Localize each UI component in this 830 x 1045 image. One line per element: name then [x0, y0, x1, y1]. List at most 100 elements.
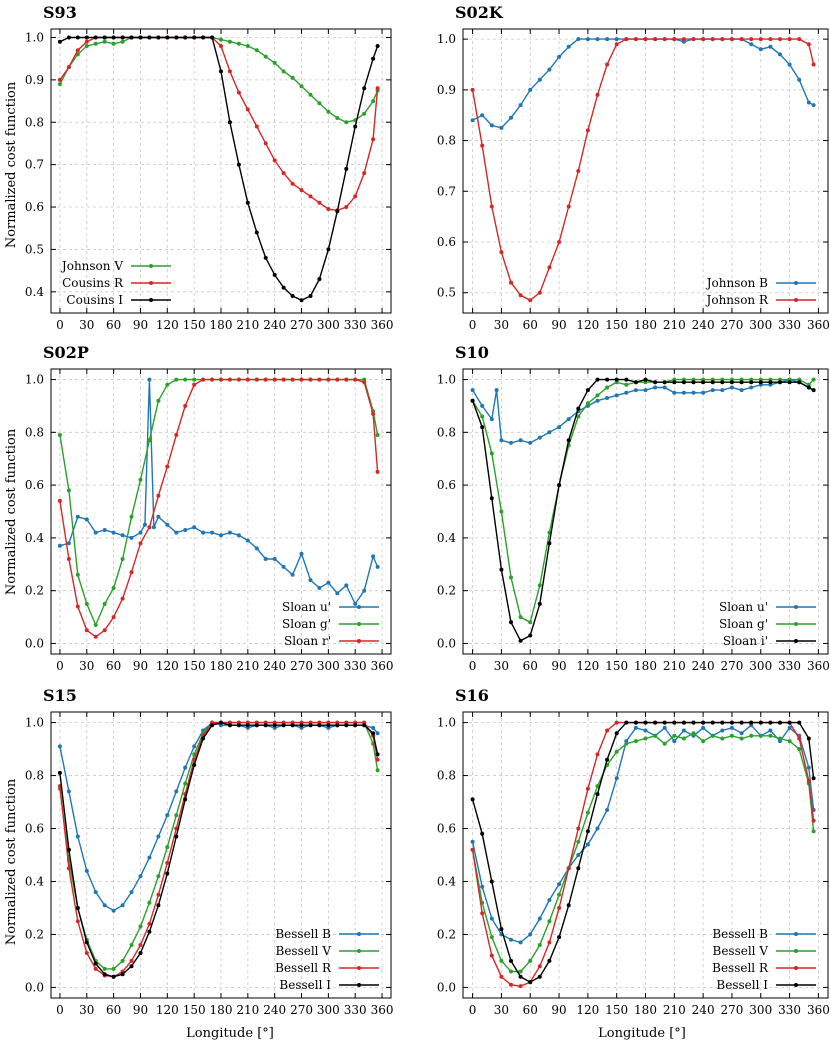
data-point: [778, 736, 782, 741]
data-point: [528, 980, 533, 985]
legend-label: Bessell B: [712, 927, 768, 941]
data-point: [605, 757, 610, 762]
data-point: [509, 620, 513, 625]
series-johnson-b: [470, 37, 816, 130]
x-tick-label: 0: [469, 318, 477, 332]
x-tick-label: 150: [183, 1003, 206, 1017]
data-point: [156, 514, 161, 519]
x-tick-label: 60: [106, 318, 121, 332]
x-tick-label: 210: [236, 1003, 259, 1017]
data-point: [174, 35, 179, 40]
data-point: [371, 725, 376, 730]
data-point: [499, 250, 504, 255]
x-tick-label: 240: [692, 659, 715, 673]
data-point: [749, 720, 754, 725]
data-point: [129, 943, 134, 947]
x-tick-label: 180: [210, 1003, 233, 1017]
data-point: [142, 522, 147, 527]
data-point: [547, 958, 552, 963]
data-point: [183, 797, 188, 802]
legend-marker: [357, 932, 361, 936]
series-bessell-b: [470, 723, 816, 945]
data-point: [624, 741, 629, 746]
data-point: [236, 162, 241, 167]
data-point: [811, 829, 816, 834]
data-point: [165, 464, 170, 469]
x-tick-label: 270: [720, 1003, 743, 1017]
legend-label: Sloan r': [284, 634, 331, 648]
data-point: [174, 530, 179, 535]
chart-s02p: S02P 0 30 60 90 120 150 180 210 240 270 300 330 360 0.…: [25, 343, 394, 673]
data-point: [75, 514, 80, 519]
x-tick-label: 180: [634, 318, 657, 332]
data-point: [653, 37, 658, 42]
data-point: [595, 398, 600, 403]
data-point: [353, 601, 358, 606]
data-point: [93, 890, 98, 895]
data-point: [489, 916, 494, 921]
data-point: [174, 789, 179, 794]
data-point: [585, 401, 590, 406]
x-tick-label: 90: [133, 318, 148, 332]
data-point: [811, 818, 816, 823]
data-point: [353, 194, 358, 199]
data-point: [362, 588, 367, 593]
data-point: [739, 37, 744, 42]
data-point: [227, 120, 232, 125]
data-point: [768, 728, 773, 733]
data-point: [263, 377, 268, 382]
data-point: [681, 380, 686, 385]
series-sloan-r-: [57, 377, 380, 639]
data-point: [729, 725, 734, 730]
legend-marker: [357, 605, 361, 609]
series-sloan-u-: [470, 377, 816, 445]
data-point: [547, 541, 552, 546]
data-point: [518, 103, 523, 108]
y-tick-label: 0.9: [437, 83, 456, 97]
data-point: [84, 517, 89, 522]
data-point: [192, 525, 197, 530]
series-bessell-r: [57, 720, 380, 979]
y-tick-label: 0.6: [25, 200, 44, 214]
data-point: [102, 601, 107, 606]
data-point: [290, 181, 295, 186]
y-tick-label: 0.0: [25, 636, 44, 650]
x-tick-label: 270: [290, 659, 313, 673]
x-tick-label: 330: [778, 318, 801, 332]
data-point: [662, 380, 667, 385]
x-tick-label: 120: [576, 318, 599, 332]
data-point: [147, 855, 152, 860]
data-point: [528, 958, 533, 963]
data-point: [806, 100, 811, 105]
x-tick-label: 300: [317, 1003, 340, 1017]
data-point: [147, 921, 152, 926]
data-point: [787, 62, 792, 67]
data-point: [749, 380, 754, 385]
data-point: [643, 377, 648, 382]
series-line: [471, 38, 815, 302]
series-line: [59, 721, 379, 912]
data-point: [254, 546, 259, 551]
data-point: [371, 56, 376, 61]
data-point: [353, 124, 358, 129]
data-point: [371, 554, 376, 559]
x-tick-label: 180: [634, 1003, 657, 1017]
data-point: [739, 736, 744, 741]
legend-label: Johnson V: [60, 259, 123, 273]
data-point: [585, 388, 590, 393]
data-point: [509, 280, 513, 285]
data-point: [210, 530, 215, 535]
legend-marker: [149, 264, 153, 268]
data-point: [662, 725, 667, 730]
y-tick-label: 0.8: [437, 769, 456, 783]
data-point: [102, 35, 107, 40]
y-tick-label: 0.0: [25, 980, 44, 994]
data-point: [308, 294, 313, 298]
data-point: [768, 44, 773, 49]
data-point: [585, 37, 590, 42]
data-point: [201, 377, 206, 382]
data-point: [537, 916, 542, 921]
x-tick-label: 90: [133, 1003, 148, 1017]
data-point: [129, 535, 134, 540]
